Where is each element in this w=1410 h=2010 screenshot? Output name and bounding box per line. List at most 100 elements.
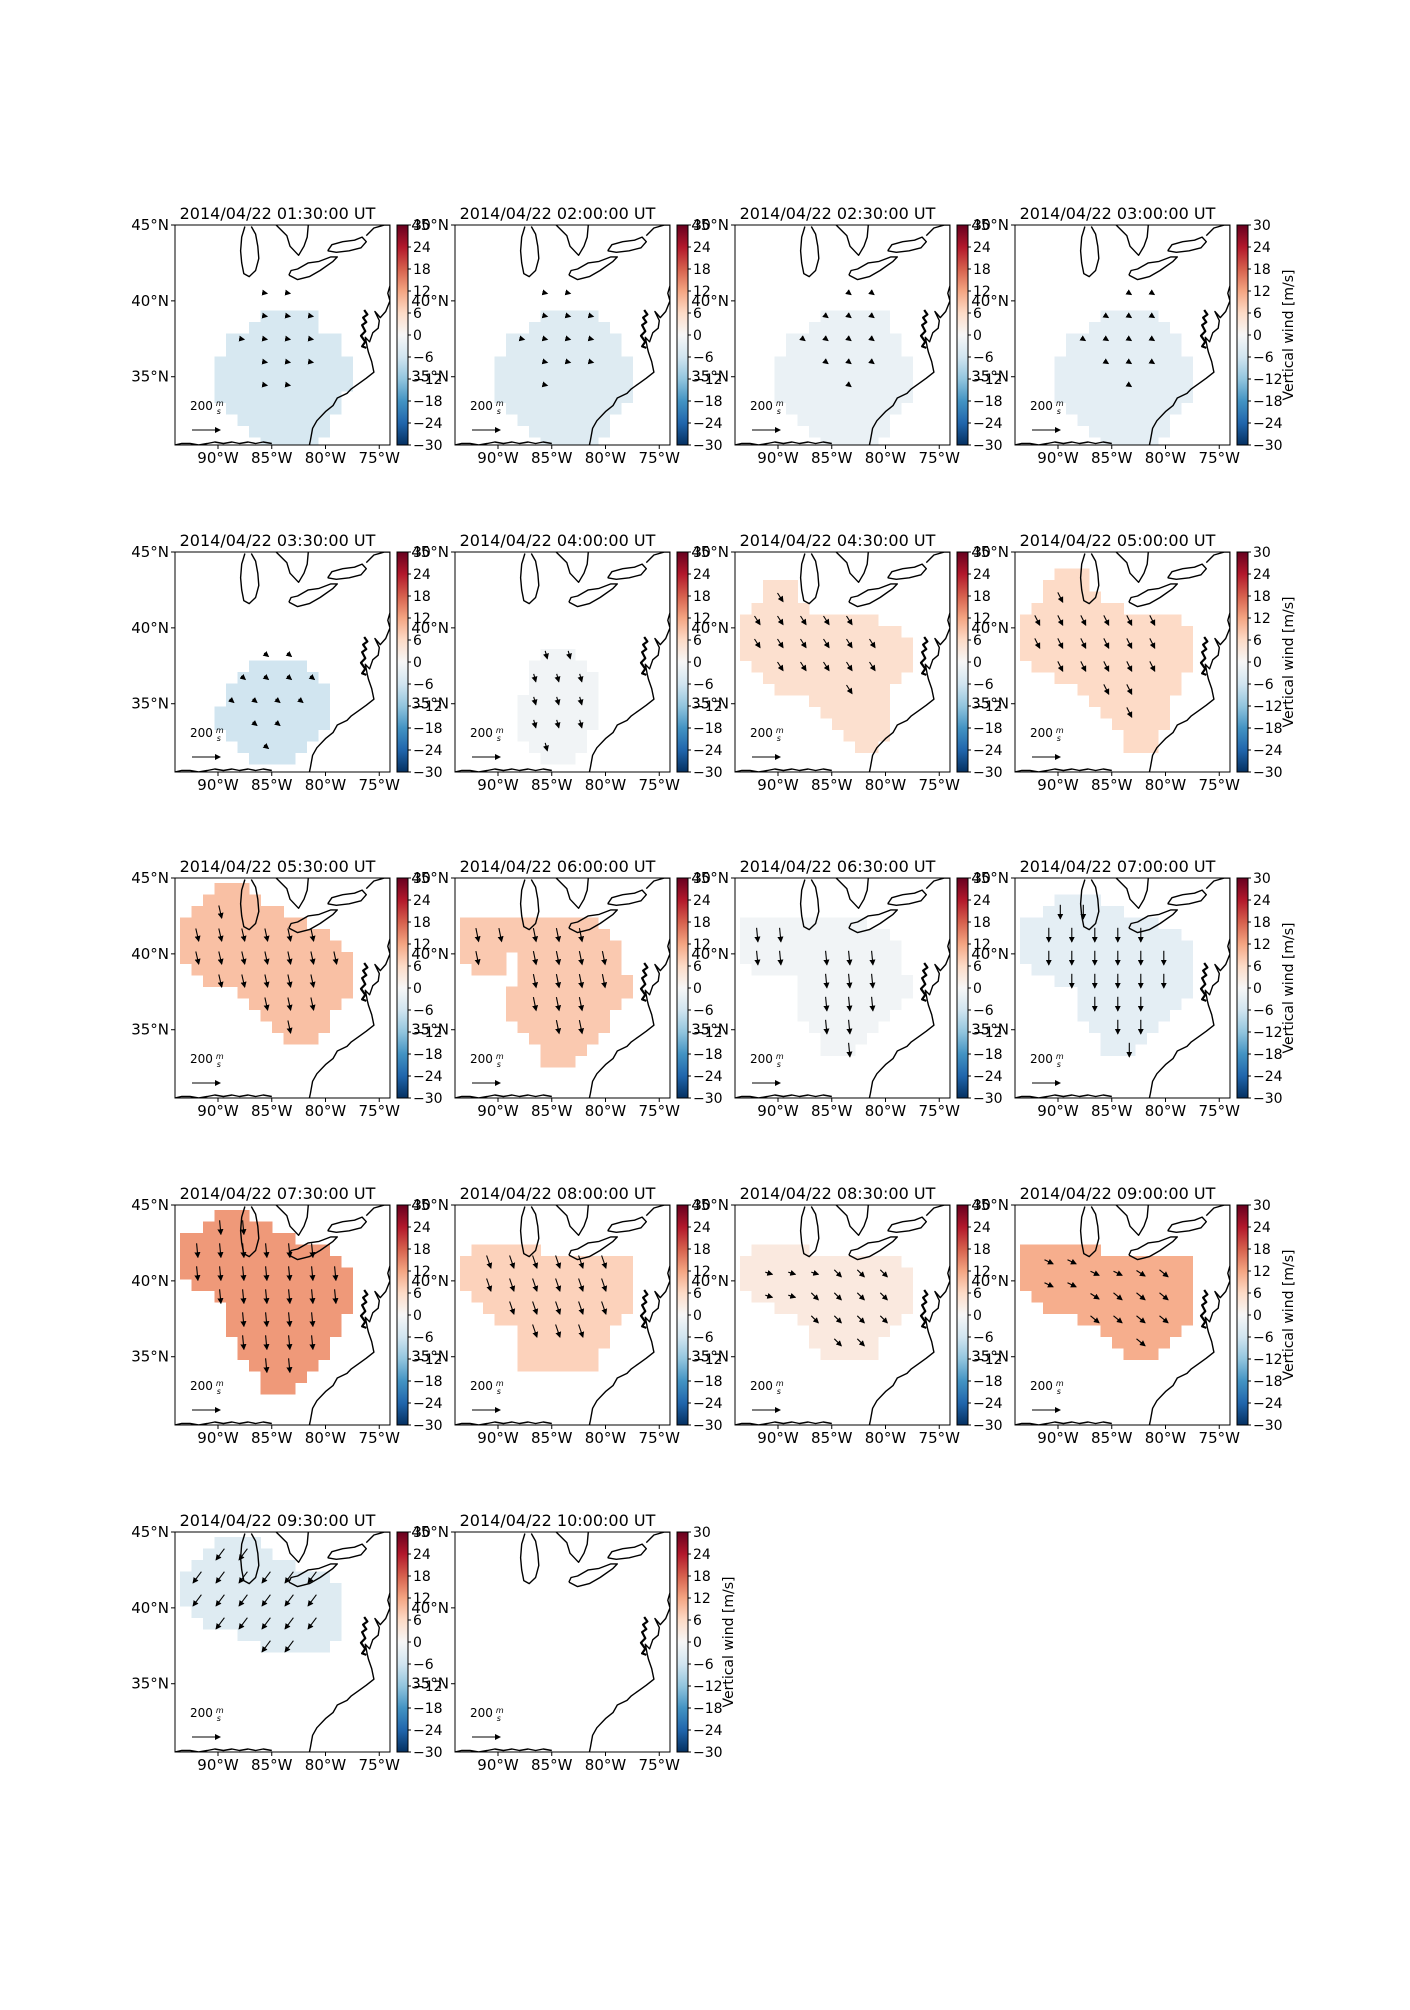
wind-region-cell — [517, 952, 622, 964]
wind-arrow — [846, 661, 853, 672]
wind-region-cell — [180, 1583, 342, 1595]
colorbar: 30 24 18 12 6 0 −6 −12 −18 −24 −30 — [676, 218, 723, 454]
colorbar-tick-label: −30 — [973, 1418, 1003, 1434]
coastline — [1015, 225, 1230, 445]
wind-arrow — [262, 743, 270, 750]
lon-tick-label: 75°W — [1199, 1102, 1241, 1120]
colorbar-tick-label: 0 — [973, 655, 982, 671]
wind-arrow — [263, 1358, 270, 1374]
map-panel: 2014/04/22 02:30:00 UT 200 m s 90°W 85°W 80°W 7… — [691, 204, 1002, 467]
coastline-segment — [455, 1748, 552, 1752]
colorbar-tick-label: −18 — [973, 394, 1003, 410]
wind-region-cell — [1089, 695, 1170, 707]
wind-arrow — [845, 358, 852, 365]
wind-arrow — [286, 1289, 293, 1305]
lat-tick-label: 35°N — [691, 1348, 729, 1366]
lon-tick-label: 80°W — [865, 1102, 907, 1120]
coastline-segment — [327, 889, 367, 906]
colorbar: 30 24 18 12 6 0 −6 −12 −18 −24 −30 — [396, 1198, 443, 1434]
lon-tick-label: 90°W — [477, 449, 519, 467]
lat-tick-label: 45°N — [971, 869, 1009, 887]
wind-arrow — [845, 335, 852, 342]
wind-region — [774, 310, 913, 445]
wind-region-cell — [820, 1348, 879, 1360]
wind-arrow — [1057, 592, 1064, 603]
coastline-segment — [1205, 225, 1230, 237]
colorbar-tick-label: −6 — [1253, 350, 1274, 366]
colorbar-tick-label: 0 — [413, 328, 422, 344]
lon-tick-label: 75°W — [359, 449, 401, 467]
map-frame — [1014, 551, 1231, 773]
colorbar-label: Vertical wind [m/s] — [1281, 597, 1297, 728]
colorbar-tick-label: 30 — [1253, 545, 1271, 561]
wind-arrow — [554, 673, 561, 683]
wind-arrow — [532, 973, 539, 989]
wind-arrow — [578, 1255, 585, 1269]
wind-region-cell — [751, 603, 810, 615]
wind-arrow — [765, 1269, 774, 1276]
lat-tick-label: 35°N — [971, 1021, 1009, 1039]
wind-region-cell — [237, 741, 307, 753]
wind-arrow — [1159, 1292, 1169, 1301]
wind-region-cell — [774, 356, 913, 369]
wind-region-cell — [517, 1325, 610, 1337]
coastline-segment — [308, 1205, 390, 1425]
wind-region — [214, 660, 330, 765]
wind-arrow — [1090, 1315, 1100, 1324]
wind-arrow — [1102, 335, 1110, 342]
scale-label: 200 m s — [470, 1052, 504, 1069]
wind-arrow — [846, 950, 853, 966]
coastline-segment — [1128, 583, 1179, 608]
colorbar-tick-label: 24 — [693, 240, 711, 256]
colorbar-tick-label: −12 — [1253, 1025, 1283, 1041]
lon-tick-label: 85°W — [811, 1102, 853, 1120]
colorbar-bar — [396, 551, 409, 773]
wind-arrow — [285, 651, 293, 658]
wind-arrow — [869, 996, 876, 1012]
wind-arrow — [869, 950, 876, 966]
wind-arrow — [555, 1324, 562, 1338]
wind-region-cell — [1112, 718, 1170, 730]
wind-arrow — [240, 951, 247, 965]
colorbar: 30 24 18 12 6 0 −6 −12 −18 −24 −30 Vertical wind [m… — [1236, 871, 1297, 1107]
colorbar-tick-label: 12 — [1253, 937, 1271, 953]
coastline-segment — [1115, 1205, 1149, 1237]
wind-arrow — [577, 673, 584, 683]
chesapeake-coast — [639, 1616, 649, 1656]
wind-arrow — [215, 1548, 225, 1561]
coastline-segment — [1079, 1206, 1100, 1258]
scale-unit-num: m — [216, 1052, 224, 1061]
wind-arrow — [240, 974, 247, 988]
colorbar-bar — [676, 1204, 689, 1426]
coastline-segment — [288, 1236, 338, 1261]
lat-tick-label: 45°N — [131, 869, 169, 887]
coastline-segment — [239, 879, 260, 931]
wind-arrow — [274, 720, 281, 727]
lon-tick-label: 80°W — [585, 776, 627, 794]
wind-region-cell — [249, 752, 296, 765]
panel-title: 2014/04/22 05:30:00 UT — [180, 857, 376, 876]
wind-arrow — [1103, 638, 1110, 649]
wind-arrow — [474, 950, 481, 966]
scale-unit-num: m — [496, 399, 504, 408]
colorbar-tick-label: 0 — [973, 981, 982, 997]
panel-content — [735, 225, 950, 445]
wind-arrow — [587, 335, 595, 342]
colorbar: 30 24 18 12 6 0 −6 −12 −18 −24 −30 Vertical wind [m… — [676, 1525, 737, 1761]
colorbar-tick-label: 24 — [1253, 240, 1271, 256]
wind-arrow — [810, 1315, 820, 1324]
coastline-segment — [588, 552, 670, 772]
wind-arrow — [564, 335, 572, 342]
wind-region-cell — [226, 683, 330, 696]
lat-tick-label: 40°N — [411, 1272, 449, 1290]
lat-tick-label: 40°N — [691, 619, 729, 637]
wind-arrow — [263, 974, 270, 988]
lat-tick-label: 45°N — [691, 543, 729, 561]
wind-arrow — [578, 1019, 585, 1035]
wind-region — [460, 917, 633, 1068]
wind-arrow — [833, 1269, 843, 1278]
colorbar: 30 24 18 12 6 0 −6 −12 −18 −24 −30 — [396, 218, 443, 454]
wind-region-cell — [1043, 580, 1090, 592]
scale-unit-den: s — [777, 1060, 781, 1069]
lon-tick-label: 85°W — [811, 449, 853, 467]
